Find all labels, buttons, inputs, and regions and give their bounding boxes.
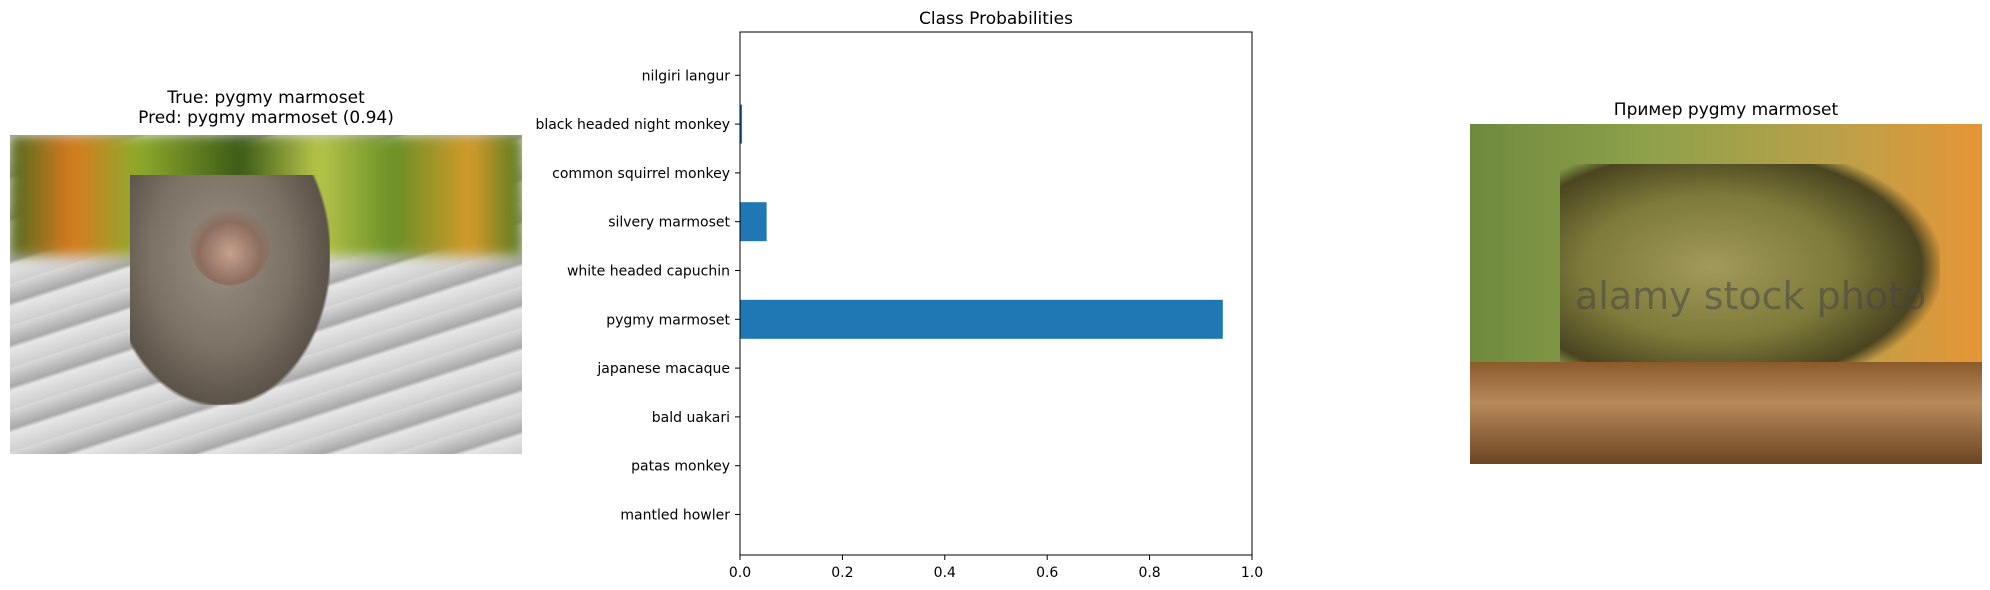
example-marmoset-photo: alamy stock photo: [1470, 124, 1982, 464]
watermark-text: alamy stock photo: [1575, 274, 1927, 318]
y-tick-label: silvery marmoset: [608, 215, 730, 231]
y-tick-label: pygmy marmoset: [606, 312, 730, 328]
chart-title: Class Probabilities: [919, 9, 1073, 29]
right-title: Пример pygmy marmoset: [1613, 100, 1839, 120]
bar-silvery-marmoset: [740, 202, 767, 242]
x-tick-label: 0.0: [729, 565, 751, 581]
x-tick-label: 0.2: [831, 565, 853, 581]
y-tick-label: japanese macaque: [596, 361, 730, 377]
y-tick-label: black headed night monkey: [535, 117, 730, 133]
input-marmoset-photo: [10, 135, 522, 454]
x-tick-label: 0.4: [934, 565, 956, 581]
left-title: True: pygmy marmoset Pred: pygmy marmose…: [10, 88, 522, 128]
y-tick-label: patas monkey: [631, 459, 730, 475]
y-tick-label: white headed capuchin: [567, 264, 730, 280]
y-tick-label: mantled howler: [620, 508, 730, 524]
y-tick-label: nilgiri langur: [642, 68, 731, 84]
left-title-true: True: pygmy marmoset: [167, 88, 365, 108]
left-title-pred: Pred: pygmy marmoset (0.94): [138, 108, 394, 128]
x-tick-label: 1.0: [1241, 565, 1263, 581]
x-tick-label: 0.6: [1036, 565, 1058, 581]
bar-pygmy-marmoset: [740, 299, 1223, 339]
plot-frame: [739, 31, 1253, 556]
y-tick-label: common squirrel monkey: [552, 166, 730, 182]
y-tick-label: bald uakari: [652, 410, 730, 426]
bar-black-headed-night-monkey: [740, 104, 743, 144]
x-tick-label: 0.8: [1138, 565, 1160, 581]
